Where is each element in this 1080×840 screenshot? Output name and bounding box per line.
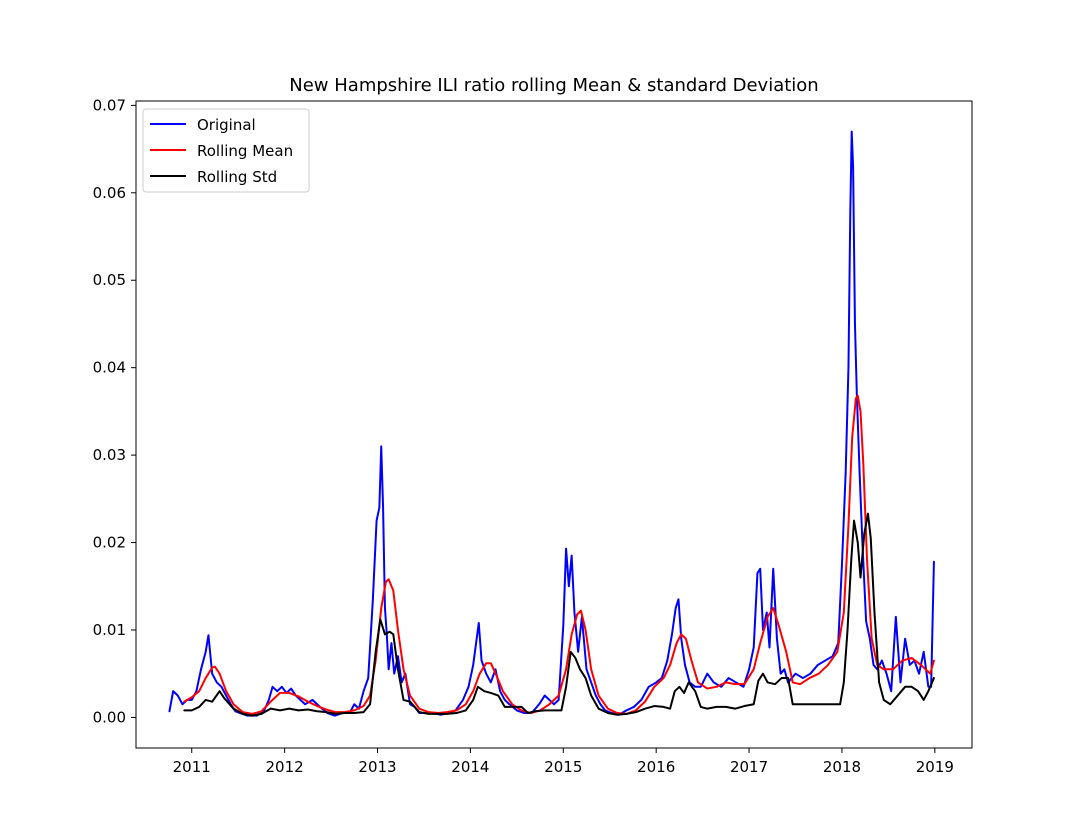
legend: Original Rolling Mean Rolling Std <box>142 108 310 193</box>
x-tick-label: 2013 <box>358 758 396 776</box>
y-tick-label: 0.01 <box>93 621 126 639</box>
x-tick-label: 2019 <box>916 758 954 776</box>
y-tick-label: 0.02 <box>93 534 126 552</box>
y-tick-label: 0.04 <box>93 359 126 377</box>
x-tick-label: 2015 <box>544 758 582 776</box>
y-tick-label: 0.07 <box>93 96 126 114</box>
legend-label-rolling-mean: Rolling Mean <box>197 142 293 160</box>
legend-label-rolling-std: Rolling Std <box>197 168 277 186</box>
legend-label-original: Original <box>197 116 256 134</box>
series-line-original <box>168 130 935 717</box>
x-tick-label: 2017 <box>730 758 768 776</box>
plot-lines <box>168 130 935 717</box>
legend-box <box>142 108 310 193</box>
series-line-rolling-mean <box>183 394 935 715</box>
plot-frame <box>135 100 973 749</box>
x-tick-label: 2018 <box>823 758 861 776</box>
y-tick-label: 0.05 <box>93 271 126 289</box>
x-tick-label: 2016 <box>637 758 675 776</box>
series-line-rolling-std <box>183 512 935 717</box>
x-tick-label: 2014 <box>451 758 489 776</box>
x-tick-label: 2012 <box>266 758 304 776</box>
y-axis: 0.00 0.01 0.02 0.03 0.04 0.05 0.06 0.07 <box>93 96 136 726</box>
y-tick-label: 0.06 <box>93 184 126 202</box>
chart-title: New Hampshire ILI ratio rolling Mean & s… <box>289 75 818 96</box>
y-tick-label: 0.03 <box>93 446 126 464</box>
x-tick-label: 2011 <box>173 758 211 776</box>
x-axis: 2011 2012 2013 2014 2015 2016 2017 2018 2019 <box>173 748 954 776</box>
y-tick-label: 0.00 <box>93 708 126 726</box>
